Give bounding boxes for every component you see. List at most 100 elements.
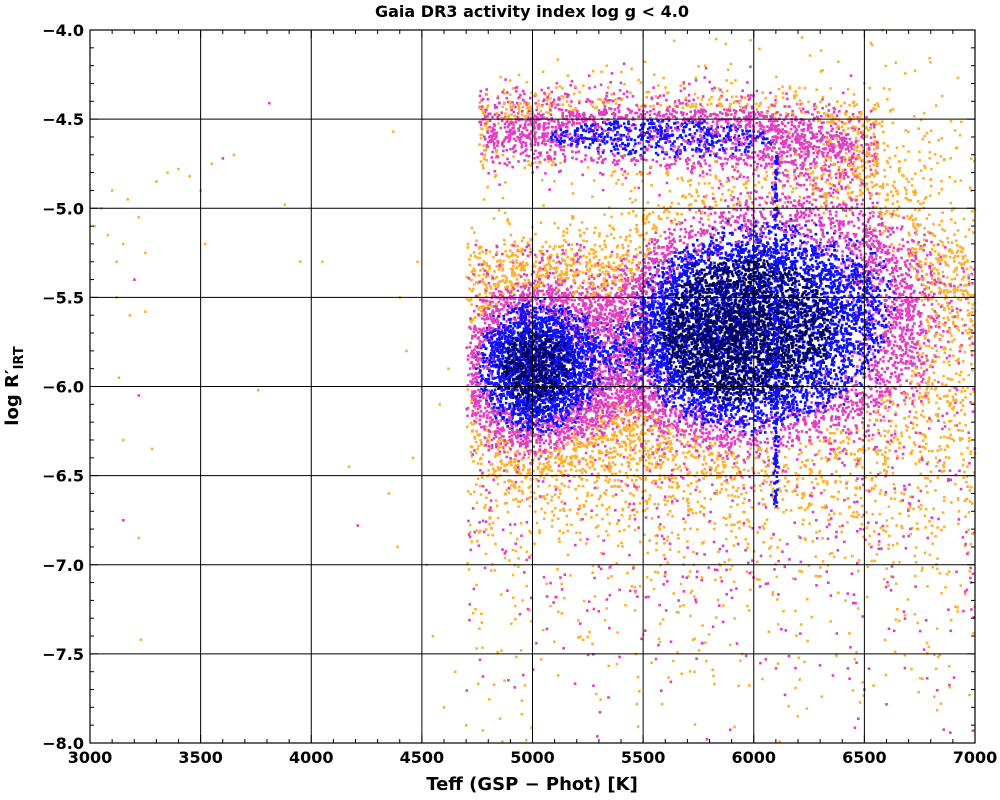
data-point xyxy=(771,104,774,107)
data-point xyxy=(683,126,686,129)
data-point xyxy=(492,522,495,525)
data-point xyxy=(562,153,565,156)
data-point xyxy=(615,102,618,105)
data-point xyxy=(764,97,767,100)
data-point xyxy=(675,160,678,163)
data-point xyxy=(661,151,664,154)
data-point xyxy=(773,105,776,108)
data-point xyxy=(862,130,865,133)
data-point xyxy=(845,133,848,136)
data-point xyxy=(487,367,490,370)
data-point xyxy=(632,149,635,152)
data-point xyxy=(503,439,506,442)
data-point xyxy=(550,119,553,122)
data-point xyxy=(576,122,579,125)
data-point xyxy=(706,141,709,144)
data-point xyxy=(804,172,807,175)
data-point xyxy=(770,159,773,162)
data-point xyxy=(692,122,695,125)
data-point xyxy=(676,121,679,124)
data-point xyxy=(549,149,552,152)
data-point xyxy=(811,113,814,116)
data-point xyxy=(526,112,529,115)
data-point xyxy=(526,274,529,277)
data-point xyxy=(496,155,499,158)
data-point xyxy=(650,146,653,149)
data-point xyxy=(582,84,585,87)
data-point xyxy=(689,184,692,187)
data-point xyxy=(586,138,589,141)
data-point xyxy=(569,224,572,227)
data-point xyxy=(618,97,621,100)
data-point xyxy=(602,159,605,162)
data-point xyxy=(720,163,723,166)
data-point xyxy=(805,141,808,144)
data-point xyxy=(517,431,520,434)
data-point xyxy=(527,400,530,403)
data-point xyxy=(559,146,562,149)
data-point xyxy=(647,136,650,139)
data-point xyxy=(686,113,689,116)
data-point xyxy=(850,168,853,171)
data-point xyxy=(566,265,569,268)
data-point xyxy=(655,95,658,98)
data-point xyxy=(494,104,497,107)
data-point xyxy=(584,154,587,157)
data-point xyxy=(678,99,681,102)
data-point xyxy=(542,135,545,138)
data-point xyxy=(681,136,684,139)
data-point xyxy=(563,149,566,152)
data-point xyxy=(652,86,655,89)
data-point xyxy=(521,131,524,134)
data-point xyxy=(725,98,728,101)
data-point xyxy=(488,390,491,393)
data-point xyxy=(697,141,700,144)
data-point xyxy=(487,98,490,101)
data-point xyxy=(634,452,637,455)
data-point xyxy=(676,105,679,108)
data-point xyxy=(634,142,637,145)
data-point xyxy=(557,517,560,520)
data-point xyxy=(563,145,566,148)
data-point xyxy=(475,363,478,366)
data-point xyxy=(476,305,479,308)
data-point xyxy=(476,448,479,451)
data-point xyxy=(525,145,528,148)
data-point xyxy=(768,162,771,165)
data-point xyxy=(857,133,860,136)
data-point xyxy=(653,135,656,138)
data-point xyxy=(650,184,653,187)
data-point xyxy=(723,137,726,140)
data-point xyxy=(670,163,673,166)
data-point xyxy=(488,434,491,437)
data-point xyxy=(875,192,878,195)
data-point xyxy=(818,146,821,149)
data-point xyxy=(522,99,525,102)
data-point xyxy=(476,502,479,505)
data-point xyxy=(630,68,633,71)
data-point xyxy=(629,91,632,94)
data-point xyxy=(681,111,684,114)
data-point xyxy=(702,95,705,98)
data-point xyxy=(526,81,529,84)
data-point xyxy=(480,160,483,163)
data-point xyxy=(688,100,691,103)
data-point xyxy=(540,105,543,108)
data-point xyxy=(483,260,486,263)
data-point xyxy=(652,138,655,141)
data-point xyxy=(604,129,607,132)
data-point xyxy=(697,161,700,164)
data-point xyxy=(600,84,603,87)
data-point xyxy=(783,174,786,177)
data-point xyxy=(527,102,530,105)
data-point xyxy=(544,172,547,175)
data-point xyxy=(492,160,495,163)
data-point xyxy=(534,143,537,146)
data-point xyxy=(483,157,486,160)
data-point xyxy=(835,177,838,180)
data-point xyxy=(757,131,760,134)
data-point xyxy=(558,170,561,173)
data-point xyxy=(766,125,769,128)
data-point xyxy=(537,142,540,145)
data-point xyxy=(618,110,621,113)
